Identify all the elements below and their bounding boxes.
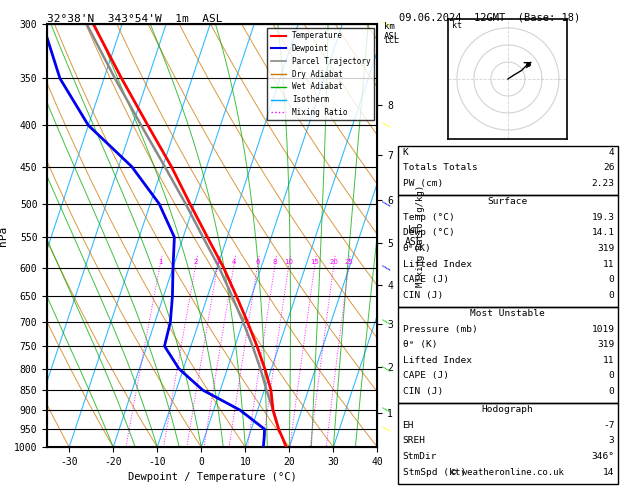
Text: PW (cm): PW (cm) — [403, 179, 443, 188]
Text: 319: 319 — [598, 244, 615, 253]
Text: \: \ — [382, 121, 391, 130]
Text: Pressure (mb): Pressure (mb) — [403, 325, 477, 334]
Text: © weatheronline.co.uk: © weatheronline.co.uk — [451, 468, 564, 477]
Text: 0: 0 — [609, 275, 615, 284]
X-axis label: Dewpoint / Temperature (°C): Dewpoint / Temperature (°C) — [128, 472, 297, 483]
Text: 11: 11 — [603, 356, 615, 365]
Text: CAPE (J): CAPE (J) — [403, 275, 448, 284]
Text: 20: 20 — [330, 259, 338, 265]
Text: 3: 3 — [216, 259, 220, 265]
Text: SREH: SREH — [403, 436, 426, 446]
Text: θᵉ (K): θᵉ (K) — [403, 340, 437, 349]
Legend: Temperature, Dewpoint, Parcel Trajectory, Dry Adiabat, Wet Adiabat, Isotherm, Mi: Temperature, Dewpoint, Parcel Trajectory… — [267, 28, 374, 120]
Text: 0: 0 — [609, 387, 615, 396]
Text: Mixing Ratio (g/kg): Mixing Ratio (g/kg) — [416, 185, 425, 287]
Text: Totals Totals: Totals Totals — [403, 163, 477, 173]
Text: 14: 14 — [603, 468, 615, 477]
Text: LCL: LCL — [384, 36, 399, 45]
Text: 25: 25 — [345, 259, 353, 265]
Text: CIN (J): CIN (J) — [403, 387, 443, 396]
Text: 2: 2 — [194, 259, 198, 265]
Text: θᵉ(K): θᵉ(K) — [403, 244, 431, 253]
Text: K: K — [403, 148, 408, 157]
Text: \: \ — [382, 19, 391, 29]
Text: 11: 11 — [603, 260, 615, 269]
Text: Temp (°C): Temp (°C) — [403, 213, 454, 222]
Text: 1: 1 — [158, 259, 162, 265]
Text: kt: kt — [452, 21, 462, 30]
Text: StmSpd (kt): StmSpd (kt) — [403, 468, 466, 477]
Text: Surface: Surface — [487, 197, 528, 207]
Text: 6: 6 — [255, 259, 260, 265]
Text: 14.1: 14.1 — [591, 228, 615, 238]
Text: EH: EH — [403, 421, 414, 430]
Text: 3: 3 — [609, 436, 615, 446]
Text: StmDir: StmDir — [403, 452, 437, 461]
Y-axis label: hPa: hPa — [0, 226, 8, 246]
Text: -7: -7 — [603, 421, 615, 430]
Text: Lifted Index: Lifted Index — [403, 260, 472, 269]
Text: \: \ — [382, 424, 391, 434]
Text: CAPE (J): CAPE (J) — [403, 371, 448, 381]
Text: \: \ — [382, 263, 391, 273]
Text: Most Unstable: Most Unstable — [470, 309, 545, 318]
Text: \: \ — [382, 405, 391, 415]
Text: \: \ — [382, 199, 391, 208]
Text: 19.3: 19.3 — [591, 213, 615, 222]
Text: Dewp (°C): Dewp (°C) — [403, 228, 454, 238]
Text: 32°38'N  343°54'W  1m  ASL: 32°38'N 343°54'W 1m ASL — [47, 14, 223, 23]
Text: 0: 0 — [609, 291, 615, 300]
Text: 10: 10 — [284, 259, 293, 265]
Text: 15: 15 — [311, 259, 320, 265]
Text: 0: 0 — [609, 371, 615, 381]
Text: 8: 8 — [273, 259, 277, 265]
Y-axis label: km
ASL: km ASL — [405, 225, 423, 246]
Text: km
ASL: km ASL — [384, 22, 400, 41]
Text: 4: 4 — [232, 259, 236, 265]
Text: 26: 26 — [603, 163, 615, 173]
Text: \: \ — [382, 317, 391, 327]
Text: 4: 4 — [609, 148, 615, 157]
Text: 1019: 1019 — [591, 325, 615, 334]
Text: \: \ — [382, 364, 391, 373]
Text: 09.06.2024  12GMT  (Base: 18): 09.06.2024 12GMT (Base: 18) — [399, 12, 581, 22]
Text: Hodograph: Hodograph — [482, 405, 533, 415]
Text: CIN (J): CIN (J) — [403, 291, 443, 300]
Text: Lifted Index: Lifted Index — [403, 356, 472, 365]
Text: 319: 319 — [598, 340, 615, 349]
Text: 2.23: 2.23 — [591, 179, 615, 188]
Text: 346°: 346° — [591, 452, 615, 461]
